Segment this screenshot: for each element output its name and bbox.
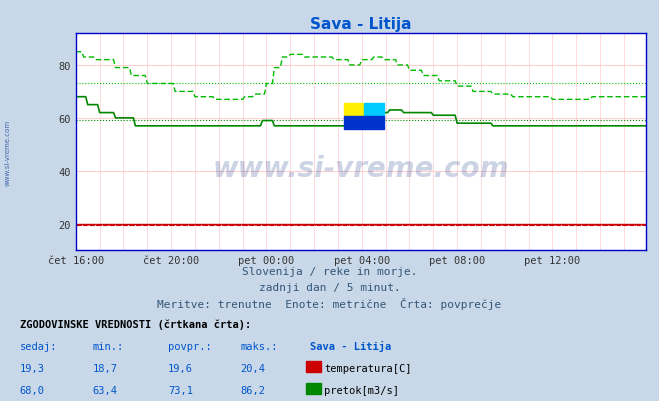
Text: zadnji dan / 5 minut.: zadnji dan / 5 minut.	[258, 283, 401, 293]
Text: min.:: min.:	[92, 341, 123, 351]
Text: 63,4: 63,4	[92, 385, 117, 395]
Text: 18,7: 18,7	[92, 363, 117, 373]
Text: Slovenija / reke in morje.: Slovenija / reke in morje.	[242, 267, 417, 277]
Text: www.si-vreme.com: www.si-vreme.com	[213, 154, 509, 182]
Title: Sava - Litija: Sava - Litija	[310, 16, 412, 32]
Bar	[344, 103, 364, 116]
Text: Meritve: trenutne  Enote: metrične  Črta: povprečje: Meritve: trenutne Enote: metrične Črta: …	[158, 297, 501, 309]
Bar	[364, 103, 384, 116]
Bar	[344, 116, 384, 130]
Text: pretok[m3/s]: pretok[m3/s]	[324, 385, 399, 395]
Text: sedaj:: sedaj:	[20, 341, 57, 351]
Text: www.si-vreme.com: www.si-vreme.com	[5, 119, 11, 185]
Text: ZGODOVINSKE VREDNOSTI (črtkana črta):: ZGODOVINSKE VREDNOSTI (črtkana črta):	[20, 318, 251, 329]
Text: 68,0: 68,0	[20, 385, 45, 395]
Text: 86,2: 86,2	[241, 385, 266, 395]
Text: 20,4: 20,4	[241, 363, 266, 373]
Text: 19,6: 19,6	[168, 363, 193, 373]
Text: 73,1: 73,1	[168, 385, 193, 395]
Text: Sava - Litija: Sava - Litija	[310, 340, 391, 351]
Text: temperatura[C]: temperatura[C]	[324, 363, 412, 373]
Text: maks.:: maks.:	[241, 341, 278, 351]
Text: povpr.:: povpr.:	[168, 341, 212, 351]
Text: 19,3: 19,3	[20, 363, 45, 373]
